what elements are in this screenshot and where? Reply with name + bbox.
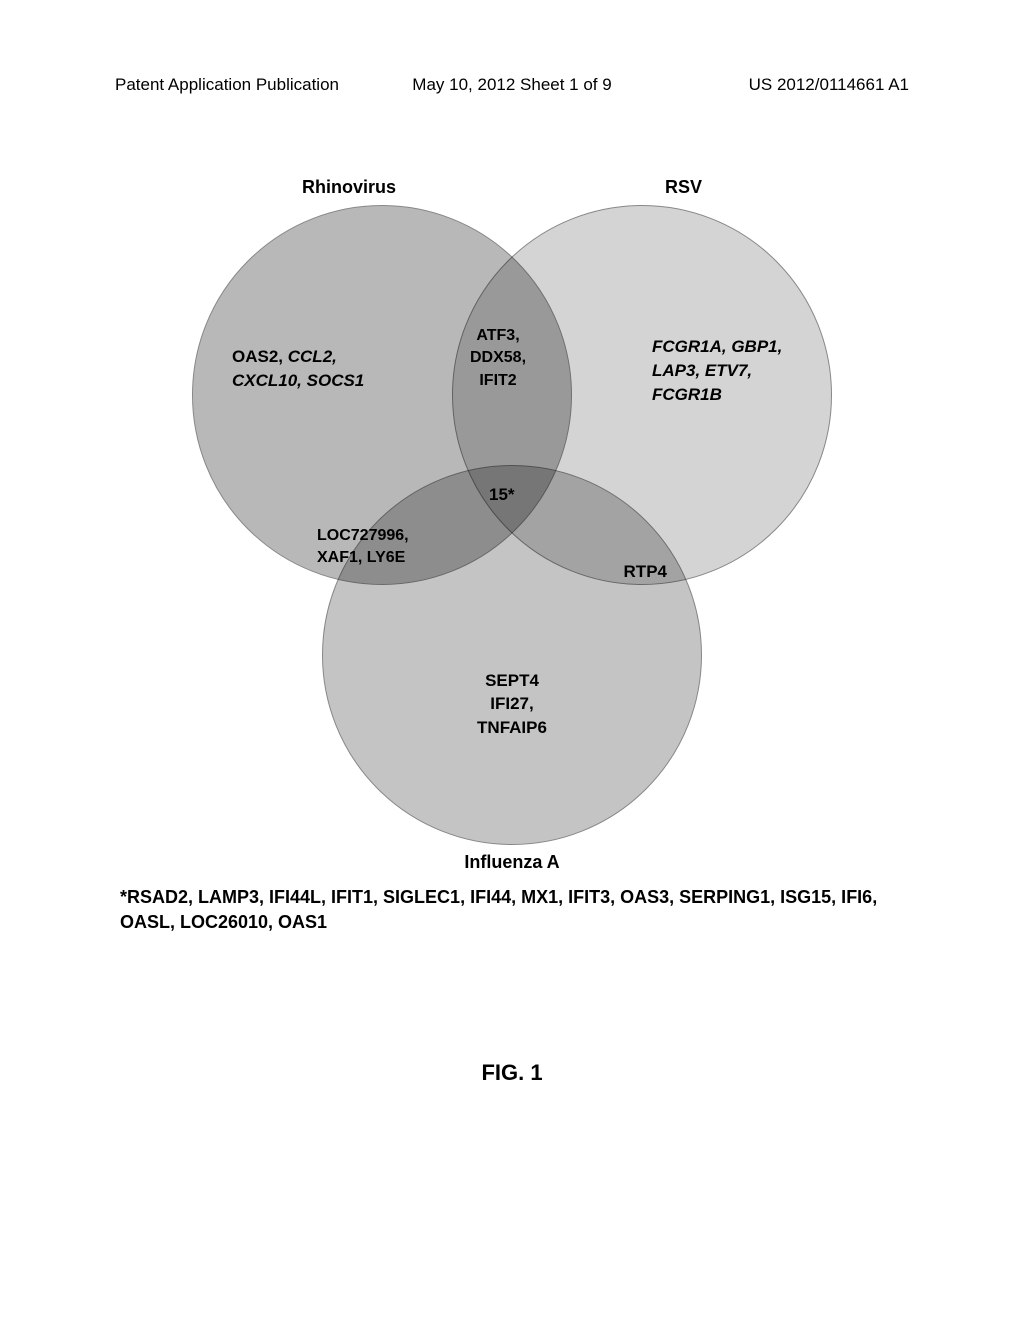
footnote-text: *RSAD2, LAMP3, IFI44L, IFIT1, SIGLEC1, I…: [120, 885, 904, 935]
gene-line: XAF1, LY6E: [317, 547, 409, 569]
circle-influenza: [322, 465, 702, 845]
genes-rsv-only: FCGR1A, GBP1, LAP3, ETV7, FCGR1B: [652, 335, 802, 406]
label-influenza: Influenza A: [464, 852, 559, 873]
genes-rsv-influenza-overlap: RTP4: [624, 560, 667, 584]
gene-line: IFIT2: [470, 370, 526, 392]
header-center: May 10, 2012 Sheet 1 of 9: [412, 75, 611, 95]
genes-rhino-influenza-overlap: LOC727996, XAF1, LY6E: [317, 525, 409, 570]
gene-line: ATF3,: [470, 325, 526, 347]
gene-line: IFI27,: [477, 692, 547, 716]
label-rhinovirus: Rhinovirus: [302, 177, 396, 198]
genes-rhino-rsv-overlap: ATF3, DDX58, IFIT2: [470, 325, 526, 392]
genes-influenza-only: SEPT4 IFI27, TNFAIP6: [477, 669, 547, 740]
gene-line: TNFAIP6: [477, 716, 547, 740]
page-header: Patent Application Publication May 10, 2…: [0, 75, 1024, 95]
gene-bold: OAS2,: [232, 347, 283, 366]
venn-diagram: Rhinovirus RSV Influenza A OAS2, CCL2, C…: [192, 205, 832, 845]
gene-line: LOC727996,: [317, 525, 409, 547]
genes-all-overlap: 15*: [489, 483, 515, 507]
gene-line: DDX58,: [470, 347, 526, 369]
header-left: Patent Application Publication: [115, 75, 339, 95]
genes-rhinovirus-only: OAS2, CCL2, CXCL10, SOCS1: [232, 345, 382, 393]
header-right: US 2012/0114661 A1: [749, 75, 909, 95]
figure-label: FIG. 1: [481, 1060, 542, 1086]
gene-line: SEPT4: [477, 669, 547, 693]
label-rsv: RSV: [665, 177, 702, 198]
